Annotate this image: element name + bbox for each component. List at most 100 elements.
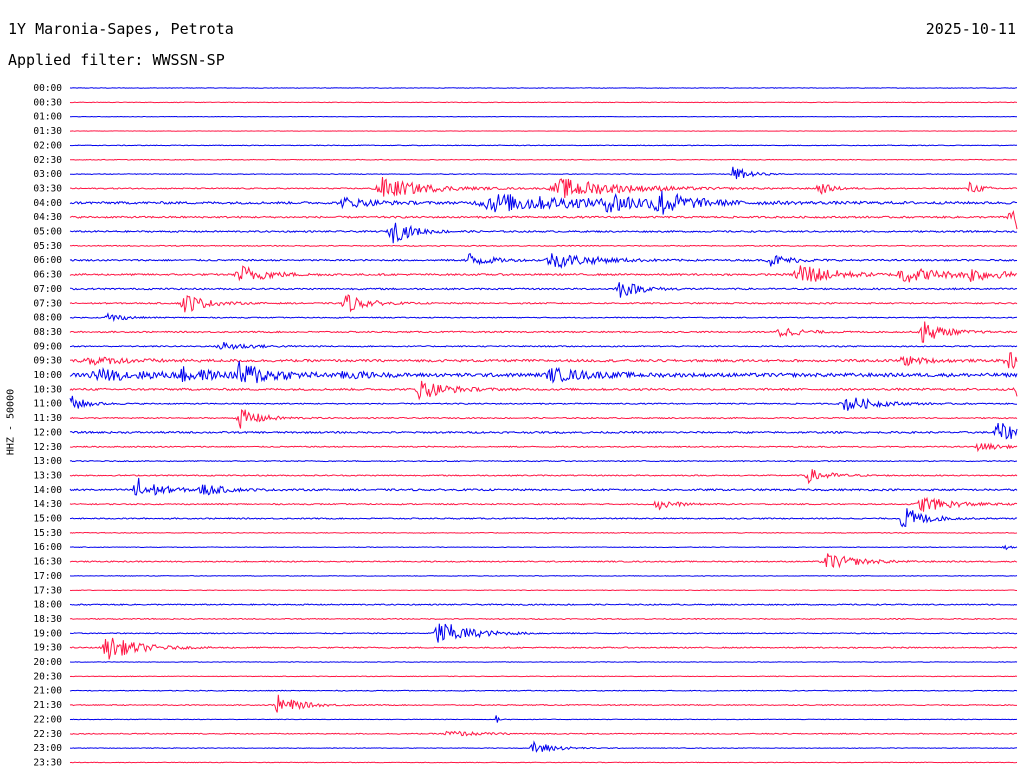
- row-label-2100: 21:00: [33, 686, 62, 697]
- trace-2130: [69, 694, 1018, 713]
- row-label-0830: 08:30: [33, 327, 62, 338]
- trace-1800: [69, 603, 1018, 606]
- row-label-0300: 03:00: [33, 169, 62, 180]
- trace-1300: [69, 460, 1018, 463]
- row-label-0000: 00:00: [33, 83, 62, 94]
- trace-0030: [69, 101, 1018, 104]
- traces: [69, 87, 1018, 764]
- row-label-0930: 09:30: [33, 356, 62, 367]
- trace-1500: [69, 508, 1018, 528]
- row-label-1600: 16:00: [33, 542, 62, 553]
- row-label-0730: 07:30: [33, 298, 62, 309]
- trace-0430: [69, 210, 1018, 230]
- row-label-1300: 13:00: [33, 456, 62, 467]
- trace-0830: [69, 321, 1018, 343]
- trace-0530: [69, 244, 1018, 247]
- row-label-1800: 18:00: [33, 600, 62, 611]
- trace-1930: [69, 637, 1018, 660]
- trace-2000: [69, 661, 1018, 663]
- trace-1030: [69, 380, 1018, 401]
- row-label-2000: 20:00: [33, 657, 62, 668]
- trace-1530: [69, 531, 1018, 534]
- trace-1230: [69, 442, 1018, 453]
- trace-0300: [69, 166, 1018, 180]
- trace-0600: [69, 252, 1018, 269]
- trace-1130: [69, 409, 1018, 429]
- row-label-0700: 07:00: [33, 284, 62, 295]
- trace-0700: [69, 282, 1018, 298]
- trace-0930: [69, 352, 1018, 370]
- trace-2230: [69, 730, 1018, 737]
- row-label-0030: 00:30: [33, 97, 62, 108]
- row-label-0800: 08:00: [33, 313, 62, 324]
- row-labels: 00:00 00:30 01:00 01:30 02:00 02:30 03:00 03:30…: [33, 83, 62, 768]
- row-label-2130: 21:30: [33, 700, 62, 711]
- row-label-1930: 19:30: [33, 643, 62, 654]
- trace-2330: [69, 761, 1018, 764]
- trace-1600: [69, 544, 1018, 551]
- row-label-1100: 11:00: [33, 399, 62, 410]
- trace-0000: [69, 87, 1018, 89]
- row-label-1400: 14:00: [33, 485, 62, 496]
- record-date: 2025-10-11: [925, 20, 1016, 38]
- row-label-2330: 23:30: [33, 757, 62, 768]
- trace-1630: [69, 553, 1018, 569]
- row-label-1430: 14:30: [33, 499, 62, 510]
- row-label-1630: 16:30: [33, 557, 62, 568]
- trace-1400: [69, 477, 1018, 496]
- row-label-2030: 20:30: [33, 671, 62, 682]
- row-label-1030: 10:30: [33, 384, 62, 395]
- trace-0800: [69, 312, 1018, 323]
- row-label-0400: 04:00: [33, 198, 62, 209]
- trace-1430: [69, 496, 1018, 512]
- row-label-0130: 01:30: [33, 126, 62, 137]
- row-label-0900: 09:00: [33, 341, 62, 352]
- row-label-0600: 06:00: [33, 255, 62, 266]
- row-label-1000: 10:00: [33, 370, 62, 381]
- trace-0900: [69, 342, 1018, 350]
- row-label-0530: 05:30: [33, 241, 62, 252]
- row-label-1330: 13:30: [33, 470, 62, 481]
- row-label-0100: 01:00: [33, 112, 62, 123]
- row-label-1130: 11:30: [33, 413, 62, 424]
- row-label-1730: 17:30: [33, 585, 62, 596]
- row-label-2200: 22:00: [33, 714, 62, 725]
- trace-2100: [69, 689, 1018, 692]
- row-label-2300: 23:00: [33, 743, 62, 754]
- row-label-0430: 04:30: [33, 212, 62, 223]
- row-label-1200: 12:00: [33, 427, 62, 438]
- filter-label: Applied filter: WWSSN-SP: [8, 51, 225, 69]
- trace-0230: [69, 158, 1018, 161]
- row-label-0200: 02:00: [33, 140, 62, 151]
- row-label-0230: 02:30: [33, 155, 62, 166]
- trace-1200: [69, 422, 1018, 440]
- row-label-2230: 22:30: [33, 729, 62, 740]
- trace-0400: [69, 190, 1018, 215]
- row-label-1830: 18:30: [33, 614, 62, 625]
- trace-1730: [69, 589, 1017, 592]
- trace-0730: [69, 294, 1018, 313]
- station-title: 1Y Maronia-Sapes, Petrota: [8, 20, 234, 38]
- trace-0330: [69, 177, 1018, 199]
- trace-0200: [69, 144, 1018, 147]
- trace-0500: [69, 222, 1018, 244]
- row-label-1900: 19:00: [33, 628, 62, 639]
- trace-1100: [69, 395, 1018, 411]
- row-label-0630: 06:30: [33, 270, 62, 281]
- row-label-1500: 15:00: [33, 514, 62, 525]
- trace-1330: [69, 469, 1018, 485]
- trace-1000: [69, 360, 1018, 384]
- trace-1900: [69, 623, 1018, 643]
- row-label-0330: 03:30: [33, 183, 62, 194]
- trace-2200: [69, 715, 1018, 723]
- trace-1830: [69, 617, 1018, 621]
- row-label-1700: 17:00: [33, 571, 62, 582]
- trace-0630: [69, 265, 1018, 283]
- row-label-0500: 05:00: [33, 227, 62, 238]
- row-label-1530: 15:30: [33, 528, 62, 539]
- row-label-1230: 12:30: [33, 442, 62, 453]
- trace-2030: [69, 675, 1018, 678]
- trace-1700: [69, 575, 1018, 577]
- trace-2300: [69, 740, 1018, 753]
